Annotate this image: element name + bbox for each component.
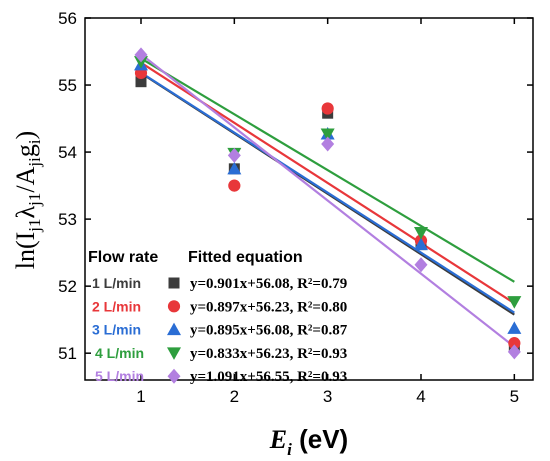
x-tick-label-3: 3 [323, 387, 332, 406]
x-axis-label-main: E [269, 425, 287, 454]
fit-line-series-3 [140, 71, 515, 314]
legend-marker-series-4 [167, 347, 181, 360]
y-tick-label-54: 54 [58, 143, 77, 162]
x-tick-label-5: 5 [510, 387, 519, 406]
legend-label-series-4: 4 L/min [95, 345, 144, 361]
legend-marker-series-5 [167, 368, 181, 384]
legend-header-flow-rate: Flow rate [88, 249, 158, 266]
data-point-series-3-2 [227, 161, 242, 175]
legend-marker-series-2 [167, 300, 181, 313]
legend-label-series-1: 1 L/min [92, 275, 141, 291]
data-point-series-5-2 [227, 147, 241, 163]
data-point-series-3-5 [507, 321, 522, 334]
legend-marker-series-3 [167, 322, 181, 336]
y-tick-label-53: 53 [58, 210, 77, 229]
y-tick-label-51: 51 [58, 344, 77, 363]
data-point-series-5-4 [414, 257, 428, 273]
axis-ticks: 1 2 3 4 5 51 52 53 54 55 56 [58, 9, 533, 406]
plot-area [84, 17, 534, 381]
fit-lines [140, 53, 516, 348]
legend-equation-series-2: y=0.897x+56.23, R²=0.80 [190, 299, 347, 315]
data-point-series-2-2 [228, 179, 241, 192]
y-axis-label: ln(Ij1λj1/Ajigi) [11, 131, 44, 269]
y-tick-label-56: 56 [58, 9, 77, 28]
legend-label-series-5: 5 L/min [95, 368, 144, 384]
legend-equation-series-3: y=0.895x+56.08, R²=0.87 [190, 323, 348, 339]
y-tick-label-55: 55 [58, 76, 77, 95]
data-point-series-4-5 [507, 296, 522, 309]
data-point-series-4-4 [414, 227, 428, 240]
data-point-series-4-3 [320, 128, 335, 141]
legend-marker-series-1 [168, 277, 180, 289]
legend-header-fitted-equation: Fitted equation [188, 249, 303, 266]
fit-line-series-4 [140, 57, 515, 283]
data-point-series-1-1 [135, 76, 147, 88]
legend-equation-series-4: y=0.833x+56.23, R²=0.93 [190, 346, 347, 362]
data-point-series-5-5 [507, 344, 521, 360]
x-tick-label-4: 4 [416, 387, 425, 406]
x-tick-label-1: 1 [136, 387, 145, 406]
x-axis-label: Ei (eV) [269, 424, 348, 459]
y-tick-label-52: 52 [58, 277, 77, 296]
data-point-series-3-4 [414, 237, 428, 251]
data-markers [134, 47, 522, 360]
x-axis-label-unit: (eV) [292, 424, 348, 454]
data-point-series-2-5 [508, 337, 521, 350]
x-axis-label-sub: i [287, 440, 292, 459]
legend: 1 L/min y=0.901x+56.08, R²=0.79 2 L/min y=0… [92, 275, 348, 385]
data-point-series-5-1 [134, 47, 148, 63]
data-point-series-5-3 [321, 136, 335, 152]
legend-equation-series-5: y=1.091x+56.55, R²=0.93 [190, 369, 347, 385]
legend-equation-series-1: y=0.901x+56.08, R²=0.79 [190, 276, 347, 292]
legend-label-series-2: 2 L/min [92, 298, 141, 314]
legend-label-series-3: 3 L/min [92, 322, 141, 338]
x-tick-label-2: 2 [230, 387, 239, 406]
fit-line-series-5 [140, 53, 516, 348]
data-point-series-2-3 [321, 102, 334, 115]
